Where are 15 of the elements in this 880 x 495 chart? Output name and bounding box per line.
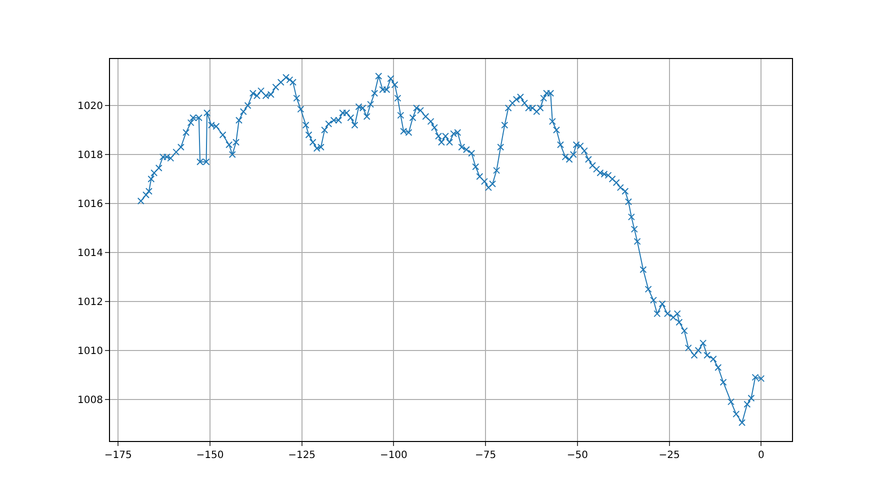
x-tick-label: −150 — [196, 450, 224, 461]
x-tick-label: −75 — [474, 450, 496, 461]
x-tick-label: −100 — [380, 450, 408, 461]
x-tick-label: −25 — [658, 450, 680, 461]
y-tick-label: 1008 — [78, 394, 103, 406]
x-tick-label: 0 — [758, 450, 764, 461]
x-tick-label: −125 — [288, 450, 316, 461]
y-tick-label: 1014 — [78, 248, 103, 259]
y-tick-label: 1012 — [78, 296, 103, 308]
y-tick-label: 1020 — [78, 101, 103, 112]
x-tick-label: −50 — [566, 450, 588, 461]
y-tick-label: 1010 — [78, 346, 103, 357]
y-tick-label: 1018 — [78, 150, 103, 161]
x-tick-label: −175 — [104, 450, 132, 461]
y-tick-label: 1016 — [78, 198, 103, 210]
